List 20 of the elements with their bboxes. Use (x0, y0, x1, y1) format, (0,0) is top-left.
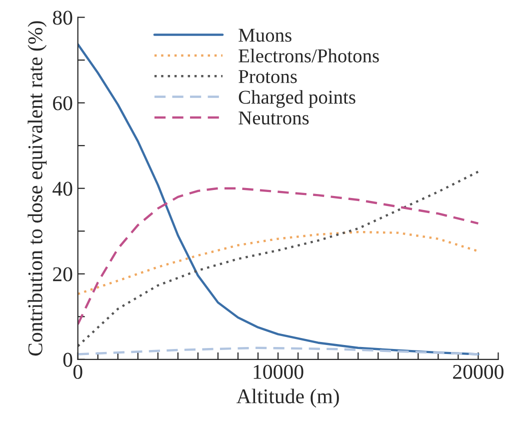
x-axis-title: Altitude (m) (236, 388, 339, 408)
legend-label: Protons (238, 70, 297, 84)
legend-label: Muons (238, 28, 292, 42)
legend-label: Electrons/Photons (238, 48, 379, 62)
y-axis-title: Contribution to dose equivalent rate (%) (28, 21, 47, 356)
line-series (78, 187, 480, 326)
y-tick-label: 40 (52, 182, 72, 196)
y-tick-label: 60 (53, 96, 72, 110)
legend-label: Charged points (238, 90, 356, 108)
y-tick-label: 0 (63, 352, 72, 367)
x-tick-label: 20000 (453, 364, 504, 379)
y-tick-label: 20 (53, 267, 72, 282)
x-tick-label: 10000 (254, 364, 304, 379)
x-tick-label: 0 (73, 364, 82, 379)
line-series (78, 43, 480, 356)
y-tick-label: 80 (52, 10, 72, 25)
line-series (78, 346, 480, 356)
line-series (78, 170, 480, 348)
line-series (78, 230, 480, 296)
legend-label: Neutrons (238, 112, 309, 125)
